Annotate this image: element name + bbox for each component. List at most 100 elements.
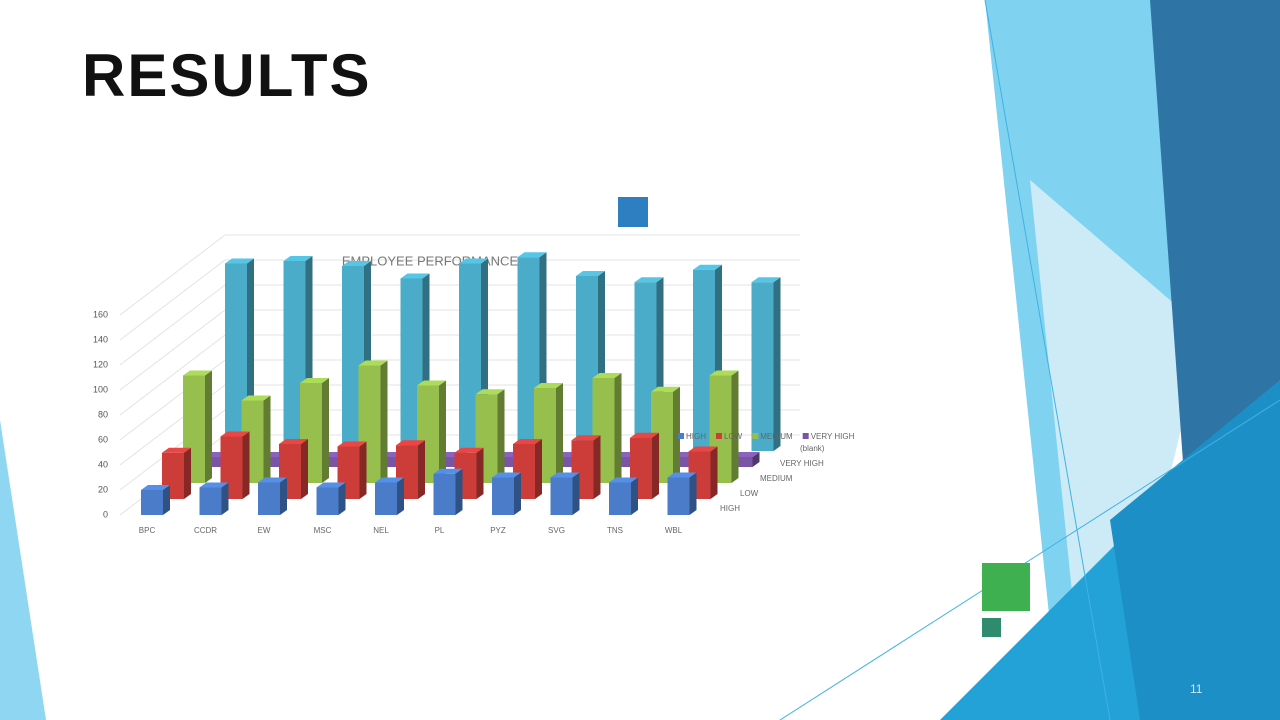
bar	[688, 446, 718, 499]
bar-top	[630, 432, 659, 438]
bar-top	[283, 256, 313, 261]
bar-top	[183, 370, 212, 376]
legend-label: VERY HIGH	[811, 432, 855, 441]
y-tick-label: 80	[98, 409, 108, 419]
depth-axis-label: LOW	[740, 489, 759, 498]
bar	[316, 482, 346, 515]
bar-top	[141, 485, 170, 490]
bar	[751, 277, 781, 451]
bar-top	[400, 273, 430, 279]
legend-label: HIGH	[686, 432, 706, 441]
x-tick-label: MSC	[314, 526, 332, 535]
bar-side	[535, 439, 542, 499]
bar-top	[358, 360, 388, 366]
bar-side	[731, 370, 739, 483]
x-tick-label: PL	[435, 526, 445, 535]
deco-shape	[1030, 180, 1205, 720]
bar-front	[258, 482, 280, 515]
bar-side	[439, 380, 446, 483]
bar-side	[338, 482, 346, 515]
deco-square	[618, 197, 648, 227]
bar-front	[199, 487, 222, 515]
bar-top	[258, 477, 287, 483]
legend-swatch	[752, 433, 759, 439]
bar-top	[609, 477, 638, 483]
bar-top	[417, 380, 446, 386]
bar-front	[204, 457, 226, 467]
bar-front	[492, 477, 514, 515]
bar-top	[571, 435, 601, 441]
bar-front	[613, 457, 636, 467]
bar-top	[475, 389, 505, 395]
bar-front	[496, 457, 519, 467]
x-tick-label: EW	[258, 526, 271, 535]
bar	[609, 477, 638, 515]
depth-axis-label: VERY HIGH	[780, 459, 824, 468]
bar	[475, 389, 505, 483]
x-tick-label: WBL	[665, 526, 683, 535]
bar-side	[476, 447, 484, 499]
legend-label: MEDIUM	[760, 432, 793, 441]
bar	[199, 482, 229, 515]
grid-line	[119, 284, 226, 366]
bar-front	[730, 457, 753, 467]
bar-top	[454, 447, 484, 453]
bar-top	[459, 258, 488, 264]
bar-front	[433, 473, 456, 515]
bar-side	[514, 472, 521, 515]
bar-side	[397, 477, 404, 515]
bar	[550, 472, 580, 515]
bar-top	[279, 439, 308, 444]
deco-line	[779, 399, 1280, 720]
bar-top	[225, 258, 254, 264]
legend-label: LOW	[724, 432, 743, 441]
bar-top	[634, 277, 664, 283]
bar-side	[556, 383, 563, 483]
bar	[433, 468, 463, 515]
deco-line	[984, 0, 1111, 720]
bar-top	[517, 252, 547, 258]
bar-top	[651, 386, 680, 392]
bar-front	[141, 490, 163, 515]
deco-square	[982, 618, 1001, 637]
bar	[492, 472, 521, 515]
y-tick-label: 140	[93, 334, 108, 344]
grid-line	[119, 234, 226, 316]
bar-top	[550, 472, 580, 478]
bar-side	[652, 432, 659, 499]
bar-side	[221, 482, 229, 515]
bar-top	[337, 441, 367, 447]
bar-top	[688, 446, 718, 452]
bar-front	[667, 477, 690, 515]
bar-top	[709, 370, 739, 376]
bar-side	[773, 277, 781, 451]
deco-shape	[1110, 380, 1280, 720]
bar-front	[379, 457, 402, 467]
y-tick-label: 160	[93, 309, 108, 319]
bar-top	[316, 482, 346, 488]
bar-top	[300, 378, 329, 383]
bar-top	[220, 431, 250, 437]
bar-side	[689, 472, 697, 515]
bar-side	[418, 440, 425, 499]
x-tick-label: PYZ	[490, 526, 506, 535]
bar-top	[751, 277, 781, 283]
bar-top	[396, 440, 425, 446]
slide-title: RESULTS	[82, 42, 372, 109]
legend-swatch	[802, 433, 809, 439]
bar-side	[263, 395, 271, 483]
bar-side	[163, 485, 170, 515]
bar-side	[572, 472, 580, 515]
bar-top	[513, 439, 542, 444]
bar-top	[199, 482, 229, 488]
y-tick-label: 0	[103, 509, 108, 519]
grid-line	[119, 334, 226, 416]
bar	[667, 472, 697, 515]
bar-side	[301, 439, 308, 499]
bar-top	[492, 472, 521, 478]
bar-front	[751, 282, 774, 451]
x-tick-label: TNS	[607, 526, 623, 535]
grid-line	[119, 259, 226, 341]
